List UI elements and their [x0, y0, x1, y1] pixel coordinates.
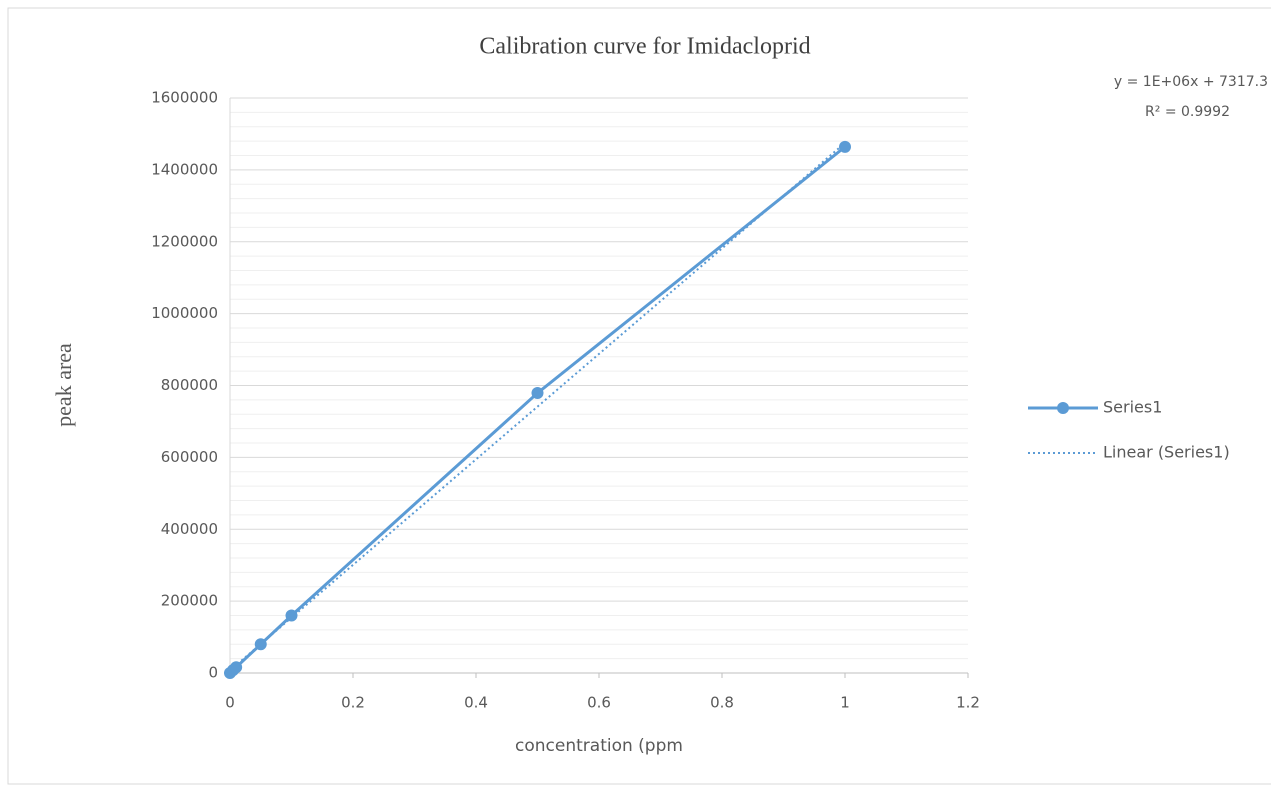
y-axis-label: peak area — [51, 343, 76, 427]
y-tick-label: 600000 — [161, 448, 218, 466]
y-tick-label: 400000 — [161, 520, 218, 538]
y-tick-label: 1000000 — [151, 304, 218, 322]
x-tick-label: 0.6 — [587, 694, 611, 712]
legend-marker — [1057, 402, 1069, 414]
x-tick-label: 0.8 — [710, 694, 734, 712]
y-tick-label: 1400000 — [151, 160, 218, 178]
data-point — [531, 387, 544, 400]
y-tick-label: 1200000 — [151, 232, 218, 250]
y-tick-label: 800000 — [161, 376, 218, 394]
y-tick-label: 1600000 — [151, 89, 218, 107]
chart-frame — [7, 7, 1271, 785]
chart-title: Calibration curve for Imidacloprid — [479, 34, 810, 60]
x-axis-label: concentration (ppm — [515, 736, 683, 756]
x-tick-label: 1.2 — [956, 694, 980, 712]
data-point — [839, 140, 851, 153]
y-tick-label: 0 — [208, 664, 218, 682]
legend-label: Linear (Series1) — [1103, 443, 1230, 462]
x-tick-label: 0 — [225, 694, 235, 712]
x-tick-label: 1 — [840, 694, 850, 712]
x-tick-label: 0.2 — [341, 694, 365, 712]
data-point — [254, 638, 267, 651]
y-tick-label: 200000 — [161, 592, 218, 610]
legend-label: Series1 — [1103, 398, 1162, 417]
data-point — [230, 661, 243, 674]
data-point — [285, 609, 298, 622]
x-tick-label: 0.4 — [464, 694, 488, 712]
trendline-equation: y = 1E+06x + 7317.3 — [1114, 74, 1268, 90]
r-squared: R² = 0.9992 — [1145, 104, 1230, 120]
